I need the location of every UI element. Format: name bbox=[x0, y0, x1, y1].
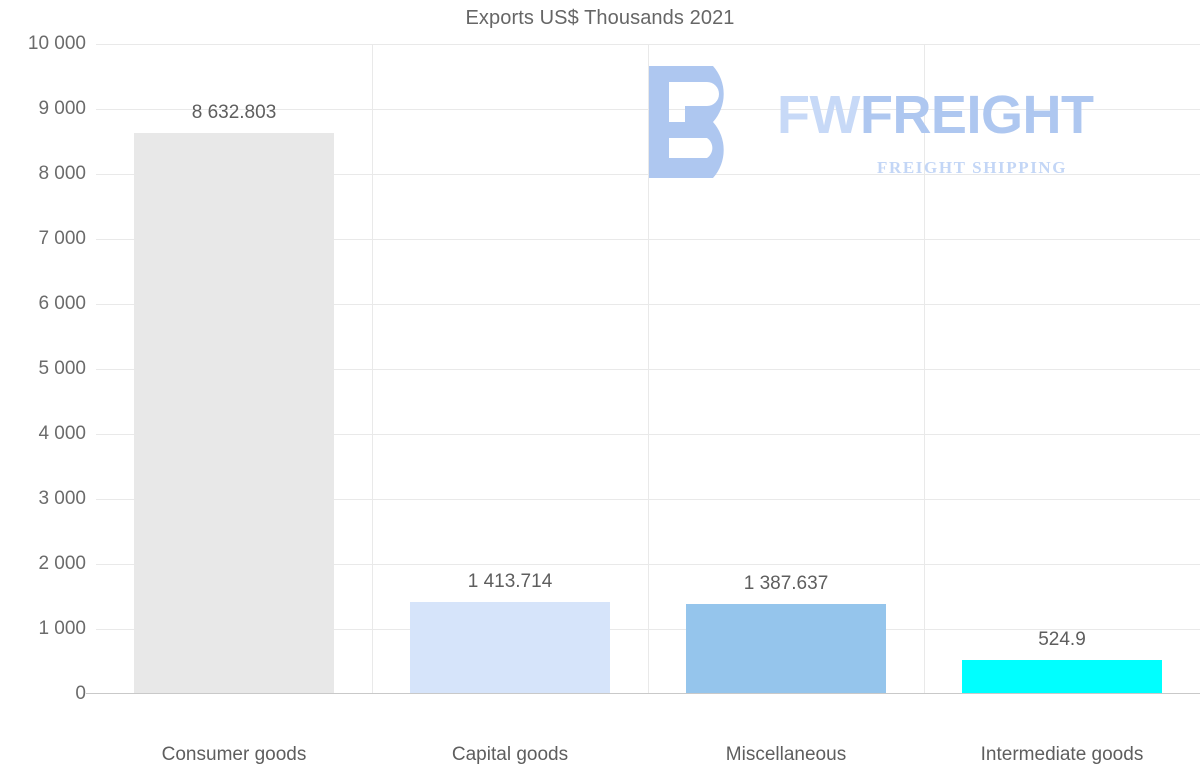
x-axis-tick-label: Capital goods bbox=[451, 744, 569, 765]
x-axis-tick-label: Intermediate goods bbox=[980, 744, 1144, 765]
bar[interactable] bbox=[410, 602, 610, 694]
bar-value-label: 8 632.803 bbox=[191, 101, 277, 123]
y-axis-tick-label: 2 000 bbox=[38, 553, 86, 574]
gridline-vertical bbox=[648, 44, 649, 694]
bar-value-label: 1 413.714 bbox=[467, 571, 553, 593]
y-axis-tick-label: 6 000 bbox=[38, 293, 86, 314]
y-axis-tick-label: 5 000 bbox=[38, 358, 86, 379]
y-axis-tick-label: 4 000 bbox=[38, 423, 86, 444]
y-axis-tick-label: 10 000 bbox=[27, 33, 86, 54]
gridline-horizontal bbox=[96, 694, 1200, 695]
y-axis-tick-label: 9 000 bbox=[38, 98, 86, 119]
gridline-vertical bbox=[924, 44, 925, 694]
gridline-vertical bbox=[372, 44, 373, 694]
plot-area: 0 1 000 2 000 3 000 4 000 5 000 6 000 7 000 8 00… bbox=[28, 33, 1200, 765]
bar[interactable] bbox=[962, 659, 1162, 694]
y-axis-tick-label: 0 bbox=[75, 683, 86, 704]
x-axis-baseline bbox=[86, 693, 1200, 694]
x-axis-tick-label: Consumer goods bbox=[161, 744, 307, 765]
y-axis-tick-label: 7 000 bbox=[38, 228, 86, 249]
bar[interactable] bbox=[686, 603, 886, 694]
bar-value-label: 524.9 bbox=[1038, 628, 1086, 650]
y-axis-tick-label: 8 000 bbox=[38, 163, 86, 184]
y-axis-tick-label: 1 000 bbox=[38, 618, 86, 639]
y-axis-tick-label: 3 000 bbox=[38, 488, 86, 509]
chart-title: Exports US$ Thousands 2021 bbox=[465, 7, 735, 29]
bar-value-label: 1 387.637 bbox=[743, 572, 829, 594]
bar[interactable] bbox=[134, 132, 334, 694]
x-axis-tick-label: Miscellaneous bbox=[725, 744, 847, 765]
